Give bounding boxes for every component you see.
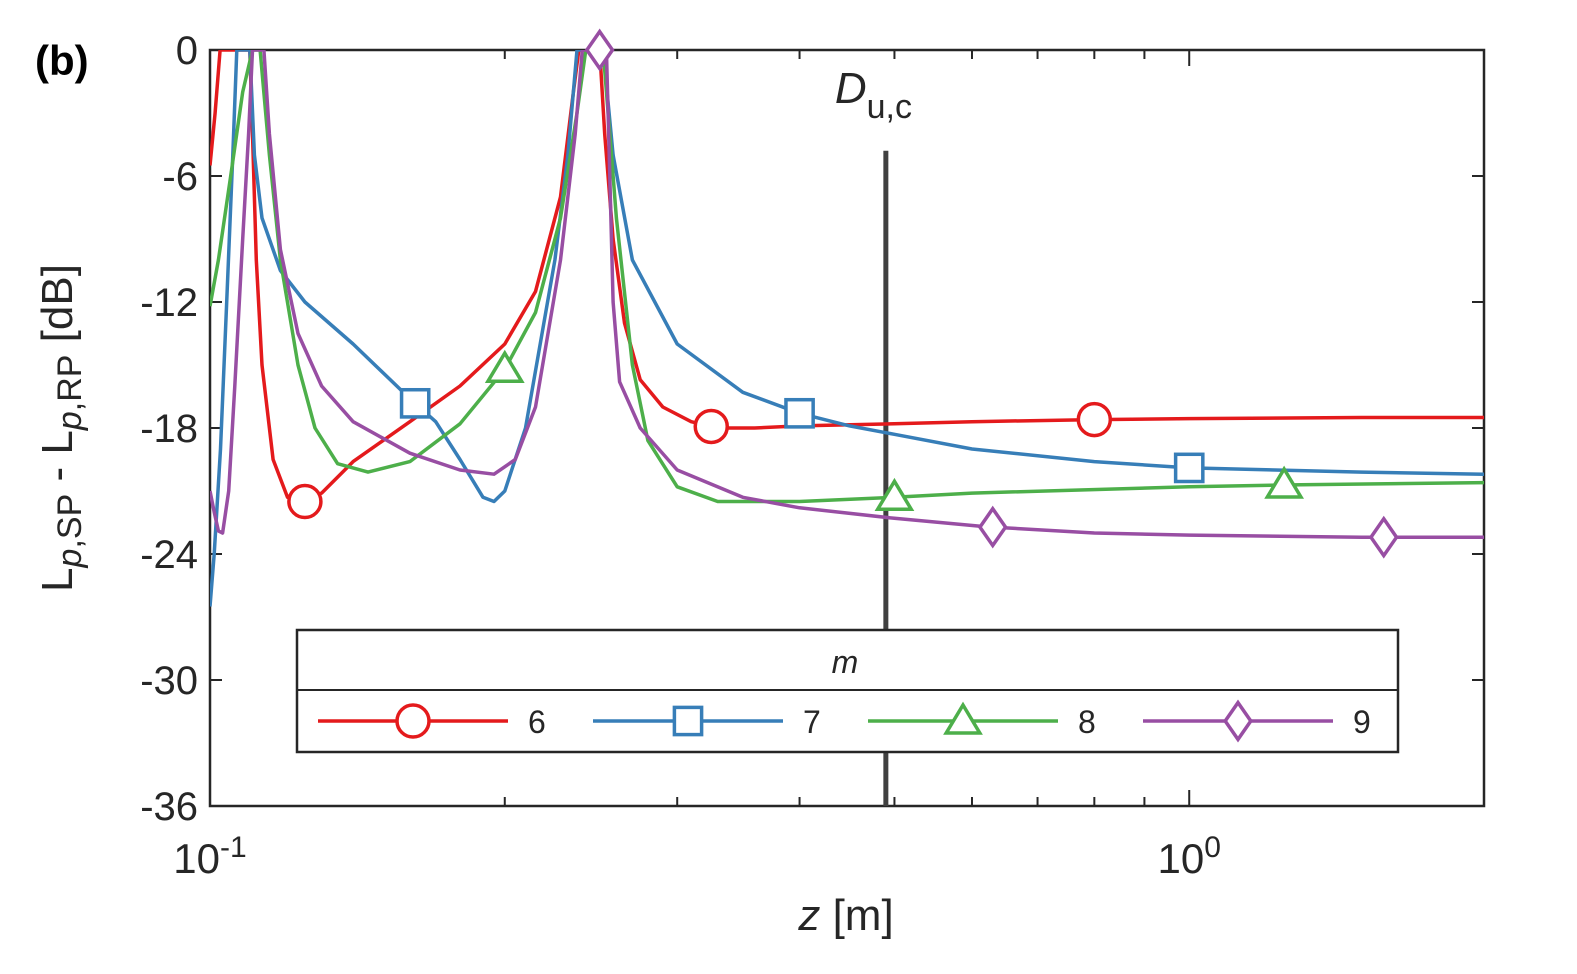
y-tick-label: -36 xyxy=(140,785,198,829)
legend-label-m8: 8 xyxy=(1078,704,1096,740)
legend-marker-m8 xyxy=(943,701,983,735)
legend-label-m9: 9 xyxy=(1353,704,1371,740)
x-tick-label: 100 xyxy=(1158,831,1221,883)
x-tick-label-exponent: -1 xyxy=(220,831,247,864)
x-tick-label-exponent: 0 xyxy=(1204,831,1221,864)
data-marker-m9 xyxy=(977,505,1008,549)
data-marker-m6 xyxy=(287,483,323,520)
y-axis-title-sub2-var: p xyxy=(51,411,89,431)
series-line-m8 xyxy=(210,50,1484,504)
y-axis-title-sub1-var: p xyxy=(51,549,89,569)
y-tick-label: 0 xyxy=(176,29,198,73)
x-tick-label-base: 10 xyxy=(1158,835,1205,882)
panel-label: (b) xyxy=(35,37,89,84)
y-axis-title: Lp,SP - Lp,RP [dB] xyxy=(33,264,89,592)
annotation-label-sub: u,c xyxy=(867,88,912,126)
legend: m 6 7 8 9 xyxy=(295,628,1400,754)
y-axis-title-unit: [dB] xyxy=(33,264,82,355)
y-axis-title-sub2-rest: ,RP xyxy=(51,355,89,412)
legend-label-m6: 6 xyxy=(528,704,546,740)
marker-layer xyxy=(287,28,1399,559)
x-tick-label: 10-1 xyxy=(173,831,246,883)
data-marker-m8 xyxy=(1264,465,1305,499)
y-tick-label: -12 xyxy=(140,281,198,325)
annotation-label-main: D xyxy=(835,64,867,113)
axis-ticks xyxy=(209,49,1485,807)
data-marker-m8 xyxy=(484,349,525,383)
data-marker-m6 xyxy=(1076,401,1113,438)
y-tick-label: -6 xyxy=(162,155,198,199)
y-tick-label: -30 xyxy=(140,659,198,703)
y-axis-title-sub1-rest: ,SP xyxy=(51,494,89,549)
series-line-m7 xyxy=(210,50,1484,607)
series-line-m6 xyxy=(210,50,1484,504)
data-marker-m9 xyxy=(584,28,615,72)
x-tick-label-base: 10 xyxy=(173,835,220,882)
data-marker-m7 xyxy=(784,397,815,429)
data-marker-m6 xyxy=(693,408,729,445)
series-line-m9 xyxy=(210,50,1484,539)
y-tick-label: -24 xyxy=(140,533,198,577)
y-axis-title-l1: L xyxy=(33,567,82,591)
series-layer xyxy=(210,50,1484,607)
y-tick-label: -18 xyxy=(140,407,198,451)
y-tick-labels: 0 -6 -12 -18 -24 -30 -36 xyxy=(140,29,198,829)
data-marker-m7 xyxy=(1173,452,1205,484)
legend-marker-m6 xyxy=(395,703,431,739)
legend-label-m7: 7 xyxy=(803,704,821,740)
y-axis-title-minus: - xyxy=(33,455,82,494)
data-marker-m9 xyxy=(1368,515,1399,559)
legend-marker-m9 xyxy=(1223,699,1253,743)
annotation-label: Du,c xyxy=(835,64,912,126)
x-axis-title-var: z xyxy=(797,891,820,940)
legend-marker-m7 xyxy=(672,705,704,737)
legend-title: m xyxy=(832,644,859,680)
x-axis-title: z [m] xyxy=(797,891,893,940)
legend-entries: 6 7 8 9 xyxy=(318,699,1371,743)
data-marker-m8 xyxy=(874,477,915,512)
x-tick-labels: 10-1 100 xyxy=(173,831,1221,883)
data-marker-m7 xyxy=(399,387,431,419)
x-axis-title-unit: [m] xyxy=(833,891,894,940)
y-axis-title-l2: L xyxy=(33,430,82,454)
